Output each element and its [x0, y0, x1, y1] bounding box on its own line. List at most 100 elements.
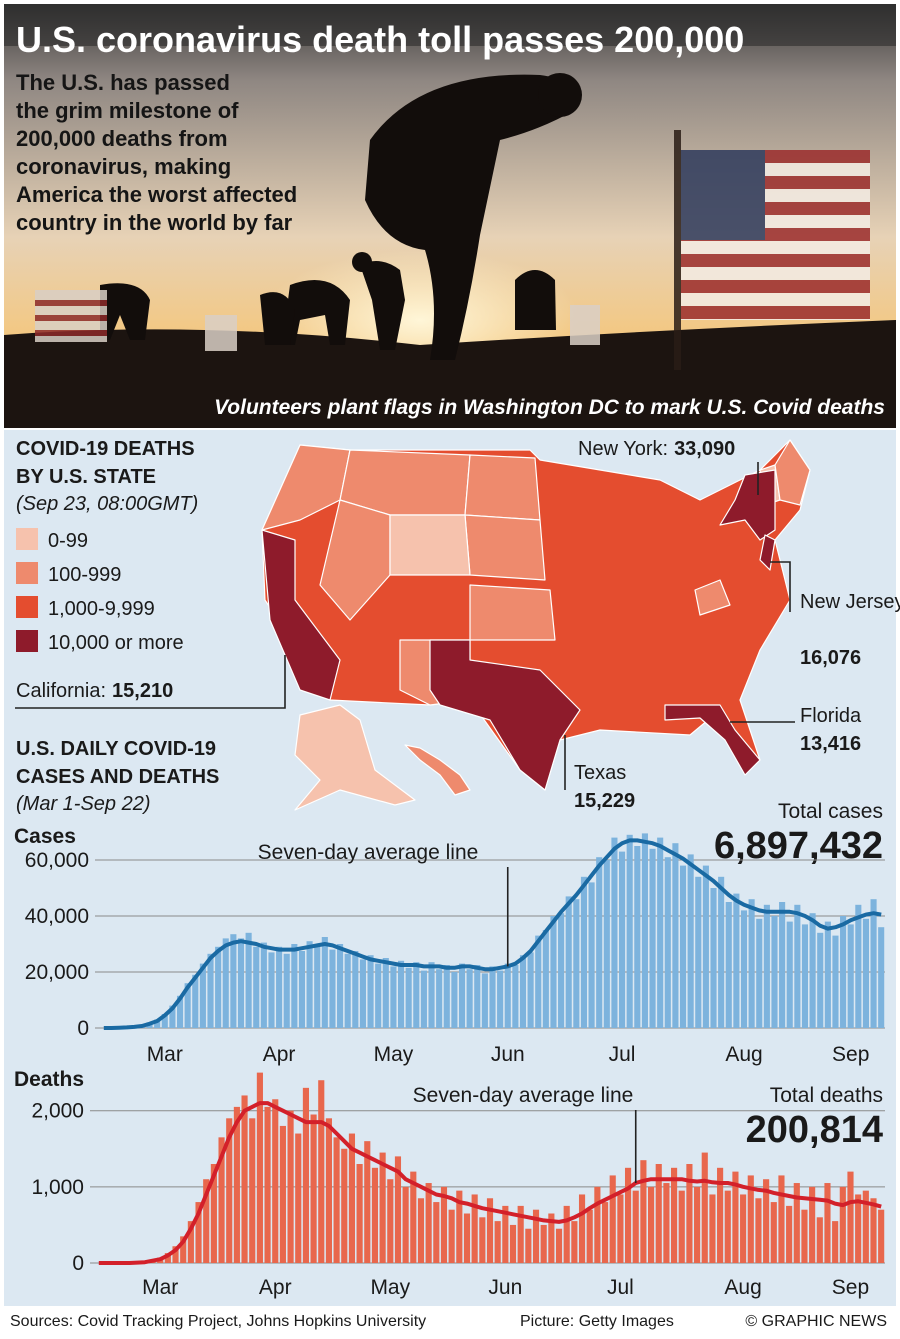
- bar: [440, 1186, 448, 1263]
- bar: [433, 1202, 440, 1263]
- bar: [603, 860, 610, 1028]
- bar: [558, 913, 565, 1028]
- bar: [413, 962, 420, 1028]
- callout: New York: 33,090: [578, 438, 735, 460]
- bar: [855, 1194, 862, 1263]
- y-tick-label: 60,000: [25, 849, 89, 872]
- callout-name: Florida: [800, 705, 862, 727]
- bar: [763, 904, 770, 1028]
- bar: [609, 1175, 616, 1263]
- bar: [494, 1221, 501, 1263]
- bar: [222, 938, 229, 1028]
- bar: [519, 955, 527, 1028]
- bar: [640, 1160, 647, 1263]
- bar: [154, 1019, 161, 1028]
- legend-swatch: [16, 528, 38, 550]
- legend-swatch: [16, 562, 38, 584]
- photo: [4, 4, 896, 428]
- bar: [840, 916, 847, 1028]
- bar: [663, 1183, 670, 1263]
- bar: [356, 1164, 363, 1263]
- bar: [709, 1194, 716, 1263]
- bar: [571, 1221, 578, 1263]
- bar: [717, 1167, 724, 1263]
- bar: [748, 899, 755, 1028]
- bar: [816, 1217, 823, 1263]
- footer: Sources: Covid Tracking Project, Johns H…: [10, 1313, 887, 1330]
- annotation: Seven-day average line: [258, 841, 479, 864]
- average-line: [103, 838, 882, 1030]
- bar: [264, 1106, 271, 1263]
- bar: [657, 837, 664, 1028]
- bar: [671, 1167, 678, 1263]
- bar: [489, 966, 496, 1028]
- bar: [379, 1152, 386, 1263]
- map-title: COVID-19 DEATHS: [16, 438, 195, 460]
- bar: [632, 1190, 639, 1263]
- bar: [321, 937, 328, 1028]
- sources: Sources: Covid Tracking Project, Johns H…: [10, 1313, 426, 1330]
- y-tick-label: 40,000: [25, 905, 89, 928]
- picture-credit: Picture: Getty Images: [520, 1313, 674, 1330]
- bar: [187, 1221, 194, 1263]
- bar: [563, 1205, 570, 1263]
- subtitle: The U.S. has passed the grim milestone o…: [16, 70, 297, 235]
- bar: [226, 1118, 233, 1263]
- bar: [306, 941, 313, 1028]
- subtitle-line: the grim milestone of: [16, 98, 239, 123]
- bar: [375, 963, 382, 1028]
- callout-name: Texas: [574, 762, 626, 784]
- bar: [725, 902, 732, 1028]
- bar: [337, 944, 344, 1028]
- bar: [230, 934, 237, 1028]
- bar: [410, 1171, 417, 1263]
- bar: [862, 918, 869, 1028]
- bar: [641, 833, 648, 1028]
- bar: [733, 893, 740, 1028]
- bar: [256, 1072, 263, 1263]
- callout-name: New Jersey: [800, 591, 900, 613]
- bar: [276, 946, 283, 1028]
- bar: [756, 918, 763, 1028]
- bar: [302, 1087, 309, 1263]
- bar: [333, 1137, 340, 1263]
- bar: [176, 995, 184, 1028]
- bar: [428, 962, 435, 1028]
- bar: [694, 1186, 701, 1263]
- bar: [210, 1164, 217, 1263]
- bar: [458, 963, 466, 1028]
- bar: [611, 837, 618, 1028]
- callout-name: New York:: [578, 438, 668, 460]
- bar: [387, 1179, 394, 1263]
- bar: [870, 899, 877, 1028]
- annotation: Seven-day average line: [413, 1084, 634, 1107]
- bar: [832, 1221, 839, 1263]
- charts-title: CASES AND DEATHS: [16, 766, 219, 788]
- x-tick-label: Apr: [259, 1276, 292, 1299]
- x-tick-label: Mar: [147, 1043, 183, 1066]
- bar: [348, 1133, 356, 1263]
- bar: [512, 965, 519, 1028]
- bar: [451, 972, 458, 1028]
- bar: [207, 953, 214, 1028]
- bar: [878, 1209, 885, 1263]
- legend-label: 1,000-9,999: [48, 598, 155, 620]
- bar: [394, 1156, 402, 1263]
- bar: [199, 963, 206, 1028]
- bar: [664, 857, 671, 1028]
- bar: [839, 1186, 846, 1263]
- bar: [701, 1152, 708, 1263]
- callout: California: 15,210: [16, 680, 173, 702]
- x-tick-label: May: [370, 1276, 410, 1299]
- subtitle-line: coronavirus, making: [16, 154, 231, 179]
- bar: [420, 970, 427, 1028]
- bar: [678, 1190, 685, 1263]
- bar: [295, 1133, 302, 1263]
- bar: [809, 913, 816, 1028]
- bar: [371, 1167, 379, 1263]
- subtitle-line: country in the world by far: [16, 210, 293, 235]
- bar: [509, 1224, 517, 1263]
- x-tick-label: Jul: [609, 1043, 636, 1066]
- bar: [550, 916, 557, 1028]
- bar: [260, 942, 267, 1028]
